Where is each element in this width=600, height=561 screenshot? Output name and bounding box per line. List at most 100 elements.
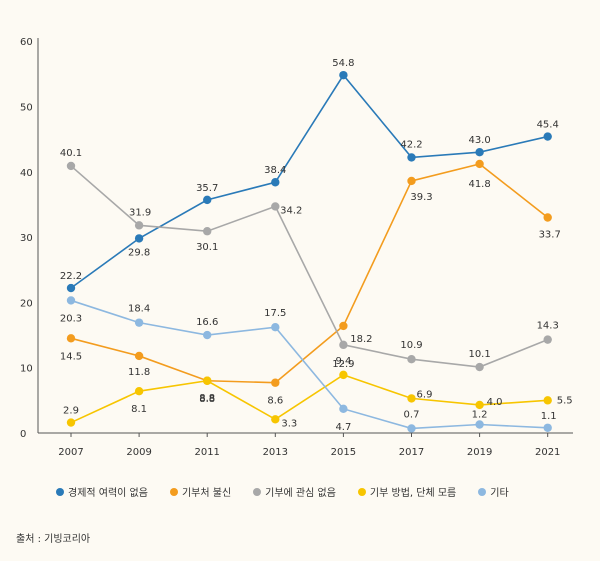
data-point [407,394,416,403]
x-tick-label: 2017 [399,447,424,458]
data-point [203,195,212,205]
x-tick-label: 2015 [331,447,356,458]
data-point [407,176,416,186]
data-point [203,227,212,236]
data-point [543,213,552,222]
data-point [134,234,144,243]
y-tick-label: 50 [20,103,33,114]
legend-swatch-other [478,487,487,496]
data-label: 4.7 [335,422,351,433]
legend-label-no-interest: 기부에 관심 없음 [265,488,336,499]
legend-item-unknown-method: 기부 방법, 단체 모름 [357,484,456,499]
data-label: 6.9 [417,389,433,400]
legend-item-distrust: 기부처 불신 [169,484,232,499]
data-label: 29.8 [128,247,150,258]
data-label: 10.9 [400,340,422,351]
data-point [134,351,144,361]
data-point [134,387,144,396]
data-point [271,178,280,187]
data-point [203,330,212,340]
data-label: 30.1 [196,242,218,253]
series-line-0 [70,73,548,289]
data-point [543,335,552,344]
data-label: 31.9 [129,207,151,218]
data-point [407,424,416,433]
data-label: 40.1 [60,148,82,159]
x-tick-label: 2009 [126,447,151,458]
data-label: 34.2 [280,205,302,216]
data-point [475,159,484,169]
data-label: 2.9 [63,406,79,417]
data-label: 12.9 [332,359,354,370]
line-chart: 0 10 20 30 40 50 60 2007 2009 2011 2013 2015 2017 201… [20,37,573,458]
data-point [271,378,280,387]
data-point [543,423,552,432]
data-label: 11.8 [128,367,150,378]
data-point [66,418,76,427]
data-label: 20.3 [60,313,82,324]
data-label: 17.5 [264,308,286,319]
data-label: 8.6 [267,396,283,407]
data-label: 3.3 [281,418,297,429]
data-point [407,153,416,162]
data-label: 8.1 [131,404,147,415]
data-point [339,404,348,414]
data-point [271,202,280,211]
data-point [475,420,484,429]
data-label: 18.4 [128,304,150,315]
data-point [339,321,348,331]
data-point [543,132,552,141]
data-label: 33.7 [539,230,561,241]
data-label: 35.7 [196,183,218,194]
legend-swatch-no-interest [253,487,262,496]
x-tick-label: 2007 [58,447,83,458]
data-point [203,376,212,385]
data-point [339,70,348,80]
series-line-1 [70,163,549,384]
data-label: 18.2 [350,334,372,345]
legend-swatch-economic [56,487,64,496]
data-label: 39.3 [410,192,432,203]
series-line-3 [70,373,548,424]
series-lines [70,73,549,430]
y-tick-label: 20 [20,298,33,309]
data-labels: 22.2 29.8 35.7 38.4 54.8 42.2 43.0 45.4 14.5 11.8… [60,58,573,433]
data-point [134,221,144,230]
data-label: 16.6 [196,317,218,328]
data-point [134,318,144,327]
legend-label-economic: 경제적 여력이 없음 [68,488,148,499]
x-tick-label: 2013 [263,447,288,458]
data-label: 5.5 [557,395,573,406]
legend-label-distrust: 기부처 불신 [181,488,232,499]
data-point [66,161,76,171]
data-label: 1.1 [541,411,557,422]
data-label: 22.2 [60,271,82,282]
data-point [543,396,552,405]
y-tick-label: 40 [20,168,33,179]
y-tick-label: 60 [20,37,33,48]
data-label: 14.5 [60,351,82,362]
data-label: 42.2 [400,139,422,150]
series-line-4 [70,299,548,430]
legend: 경제적 여력이 없음 기부처 불신 기부에 관심 없음 기부 방법, 단체 모름… [56,484,509,499]
x-tick-label: 2019 [467,447,492,458]
legend-label-other: 기타 [490,488,509,499]
data-point [66,283,76,293]
data-point [271,323,280,332]
data-label: 1.2 [472,410,488,421]
data-label: 9.4 [335,356,351,367]
data-label: 8.8 [199,393,215,404]
data-point [271,415,280,424]
legend-swatch-distrust [169,487,178,496]
legend-swatch-unknown-method [357,487,366,496]
y-tick-label: 10 [20,364,33,375]
data-point [475,362,484,372]
y-tick-label: 0 [20,429,26,440]
data-point [66,334,76,343]
data-label: 10.1 [468,349,490,360]
data-label: 41.8 [468,179,490,190]
data-point [407,355,416,364]
data-point [475,148,484,157]
data-label: 54.8 [332,58,354,69]
data-label: 8.8 [199,394,215,405]
